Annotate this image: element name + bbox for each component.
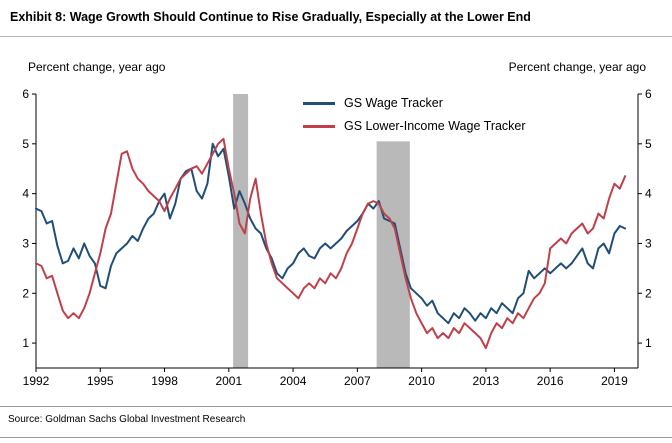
series-line-1 [35, 137, 627, 350]
y-tick-label-right: 6 [645, 87, 652, 101]
y-tick-label-right: 2 [645, 286, 652, 300]
recession-band [233, 94, 249, 368]
y-tick-label-right: 3 [645, 236, 652, 250]
y-axis-caption-left: Percent change, year ago [28, 60, 166, 74]
y-tick-label-right: 1 [645, 336, 652, 350]
y-tick-label-left: 4 [22, 187, 29, 201]
recession-band [376, 141, 410, 368]
exhibit-title: Exhibit 8: Wage Growth Should Continue t… [10, 10, 531, 24]
title-divider [0, 36, 672, 37]
y-tick-label-left: 3 [22, 236, 29, 250]
legend-item-gs-wage-tracker: GS Wage Tracker [303, 96, 526, 110]
gs-lower-income-line-icon [303, 124, 335, 128]
gs-wage-tracker-line-icon [303, 101, 335, 105]
x-tick-label: 2007 [344, 374, 371, 388]
y-tick-label-right: 5 [645, 137, 652, 151]
x-tick-label: 2013 [473, 374, 500, 388]
chart-legend: GS Wage Tracker GS Lower-Income Wage Tra… [303, 96, 526, 133]
legend-label-gs-lower-income: GS Lower-Income Wage Tracker [344, 119, 526, 133]
x-tick-label: 1998 [151, 374, 178, 388]
y-axis-caption-right: Percent change, year ago [508, 60, 646, 74]
wage-growth-chart: 1 1 2 2 3 3 4 4 5 5 6 6 1992 1995 1998 2001 2004 2007 2010… [22, 87, 652, 388]
y-tick-label-left: 2 [22, 286, 29, 300]
source-divider-top [0, 406, 672, 407]
y-tick-label-left: 1 [22, 336, 29, 350]
legend-label-gs-wage-tracker: GS Wage Tracker [344, 96, 443, 110]
x-tick-label: 1992 [23, 374, 50, 388]
y-tick-label-left: 5 [22, 137, 29, 151]
source-text: Source: Goldman Sachs Global Investment … [8, 414, 246, 425]
legend-item-gs-lower-income-wage-tracker: GS Lower-Income Wage Tracker [303, 119, 526, 133]
x-tick-label: 1995 [87, 374, 114, 388]
series-line-0 [35, 142, 627, 325]
y-tick-label-left: 6 [22, 87, 29, 101]
x-tick-label: 2010 [408, 374, 435, 388]
x-tick-label: 2004 [280, 374, 307, 388]
source-divider-bottom [0, 437, 672, 438]
x-tick-label: 2016 [537, 374, 564, 388]
x-tick-label: 2001 [215, 374, 242, 388]
x-tick-label: 2019 [601, 374, 628, 388]
y-tick-label-right: 4 [645, 187, 652, 201]
